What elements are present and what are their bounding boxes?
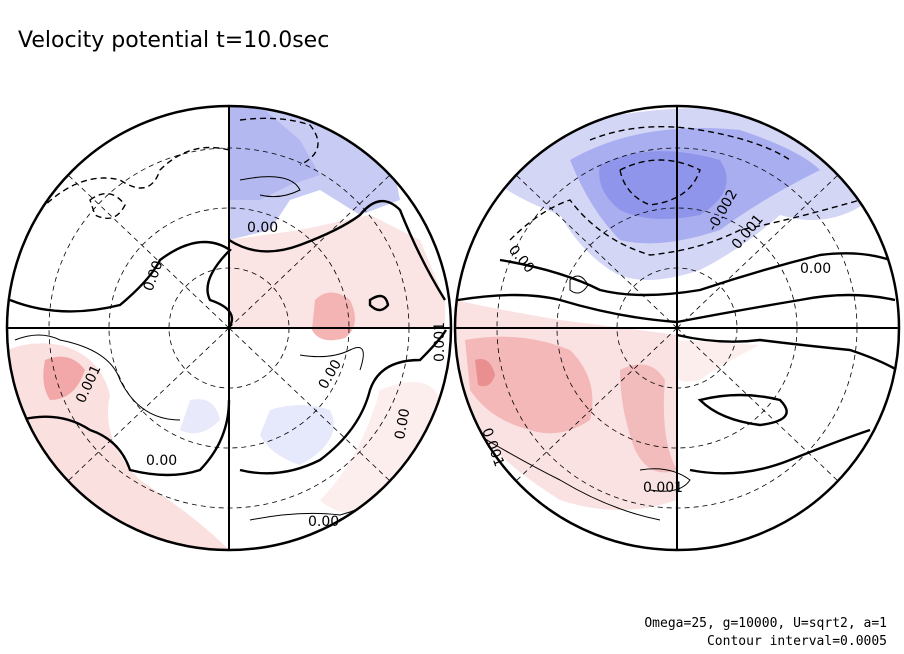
contour-label: 0.00 [146, 453, 177, 469]
left-grid [5, 104, 453, 552]
contour-label: 0.001 [643, 480, 683, 496]
contour-label: 0.00 [247, 220, 278, 236]
footer-interval: Contour interval=0.0005 [707, 634, 887, 649]
contour-label: 0.001 [432, 322, 448, 362]
contour-label: 0.00 [800, 261, 831, 277]
contour-label: 0.00 [392, 407, 413, 440]
contour-label: 0.00 [308, 514, 339, 530]
title: Velocity potential t=10.0sec [18, 28, 329, 53]
footer-params: Omega=25, g=10000, U=sqrt2, a=1 [644, 616, 887, 631]
right-grid [453, 104, 901, 552]
